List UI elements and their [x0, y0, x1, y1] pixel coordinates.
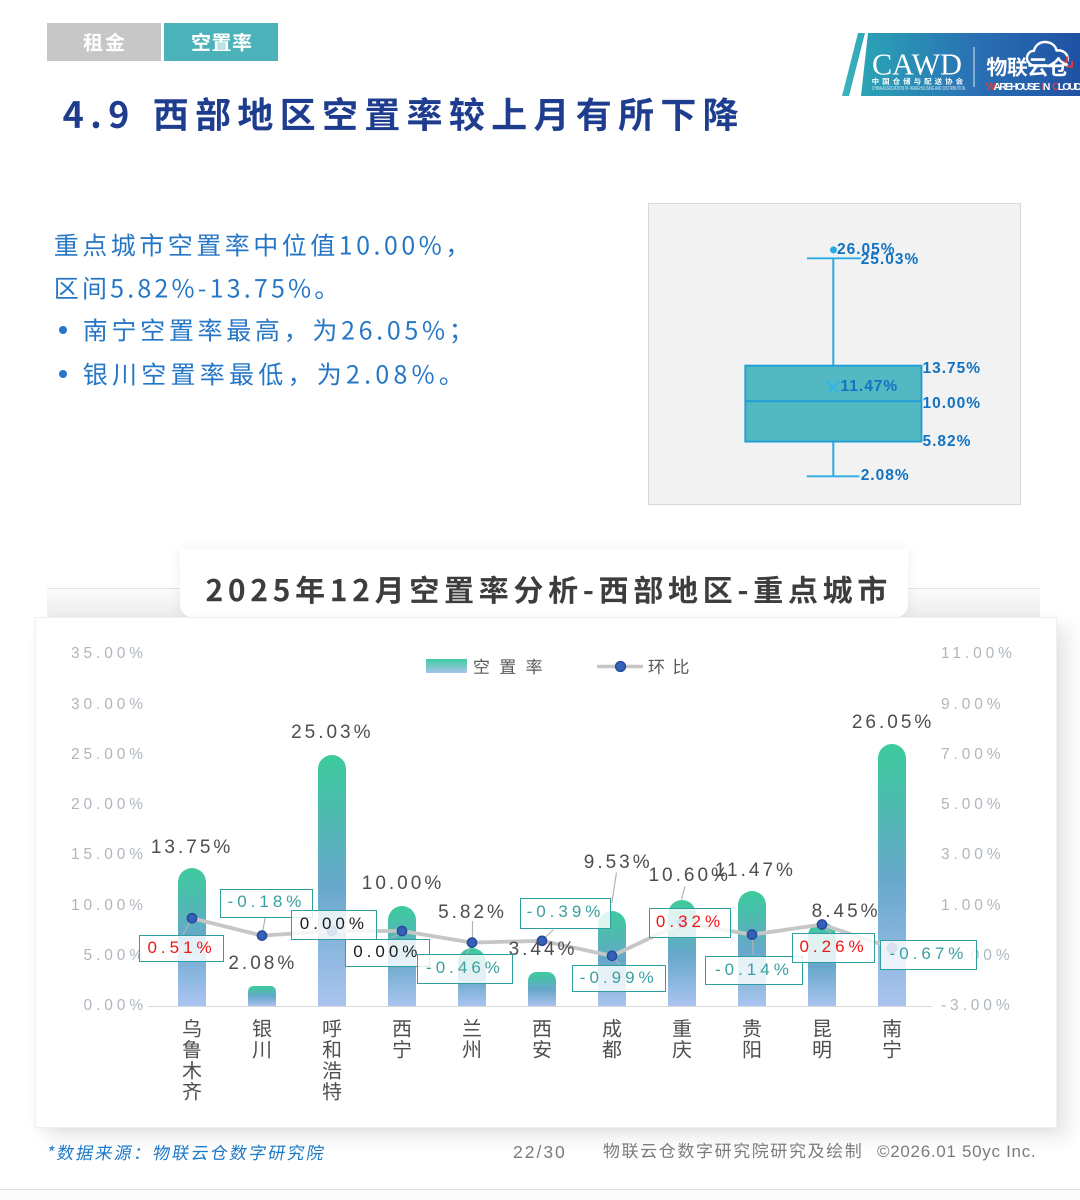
svg-text:WAREHOUSE IN CLOUD: WAREHOUSE IN CLOUD [986, 82, 1080, 93]
svg-text:CAWD: CAWD [872, 47, 962, 82]
svg-text:CHINA ASSOCIATION OF WAREHOUSI: CHINA ASSOCIATION OF WAREHOUSING AND DIS… [872, 86, 965, 92]
